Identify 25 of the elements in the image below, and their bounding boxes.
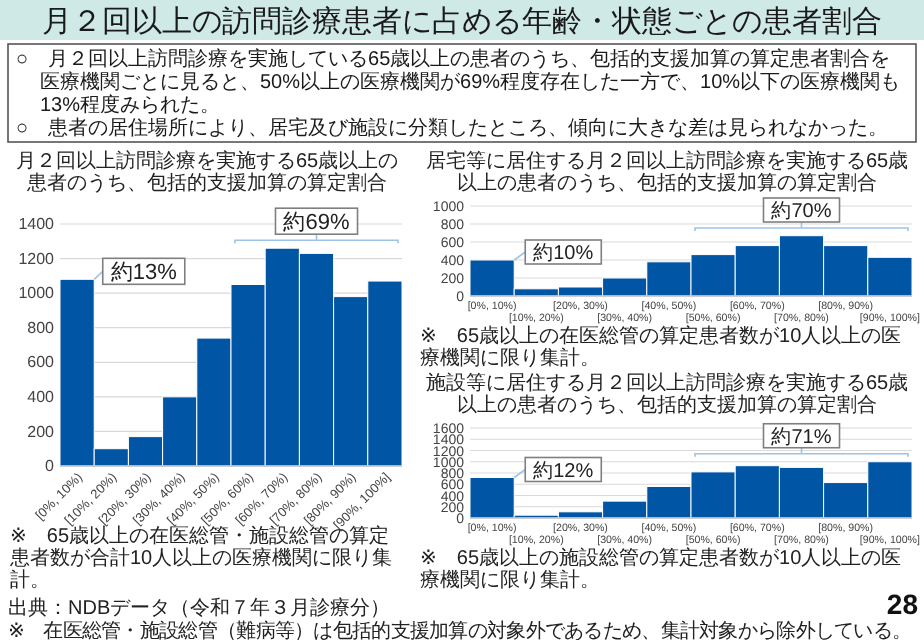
annotation: 約71% <box>771 426 832 449</box>
source-note: 出典：NDBデータ（令和７年３月診療分） <box>8 596 391 620</box>
annotation: 約13% <box>110 261 178 286</box>
chart-title: 居宅等に居住する月２回以上訪問診療を実施する65歳以上の患者のうち、包括的支援加算の算定割合 <box>425 149 909 195</box>
annotation: 約10% <box>533 243 594 266</box>
y-tick-label: 400 <box>27 388 56 407</box>
text: 28 <box>886 588 919 620</box>
annotation: 約70% <box>771 201 832 224</box>
text: ※ 65歳以上の在医総管の算定患者数が10人以上の医療機関に限り集計。 <box>420 324 902 370</box>
annotation: 約12% <box>533 460 594 483</box>
chart-title: 施設等に居住する月２回以上訪問診療を実施する65歳以上の患者のうち、包括的支援加算の算定割合 <box>425 371 909 417</box>
annotation: 約69% <box>283 211 350 236</box>
y-tick-label: 1400 <box>18 215 56 234</box>
y-tick-label: 1200 <box>18 249 56 268</box>
y-tick-label: 600 <box>27 353 56 372</box>
text: ※ 65歳以上の施設総管の算定患者数が10人以上の医療機関に限り集計。 <box>420 546 902 592</box>
y-tick-label: 200 <box>27 422 56 441</box>
y-tick-label: 1000 <box>18 284 56 303</box>
y-tick-label: 0 <box>45 457 56 476</box>
text: ※ 在医総管・施設総管（難病等）は包括的支援加算の対象外であるため、集計対象から除外している。 <box>8 619 912 640</box>
text: ○ 月２回以上訪問診療を実施している65歳以上の患者のうち、包括的支援加算の算定患者割合を医療機関ごとに見ると、50%以上の医療機関が69%程度存在した一方で、10%以下の医療機関も13%程度みられた。 <box>16 47 901 117</box>
text: ○ 患者の居住場所により、居宅及び施設に分類したところ、傾向に大きな差は見られなかった。 <box>16 116 889 140</box>
chart-title: 月２回以上訪問診療を実施する65歳以上の患者のうち、包括的支援加算の算定割合 <box>15 149 399 195</box>
text: 月２回以上の訪問診療患者に占める年齢・状態ごとの患者割合 <box>42 5 882 39</box>
y-tick-label: 800 <box>27 318 56 337</box>
